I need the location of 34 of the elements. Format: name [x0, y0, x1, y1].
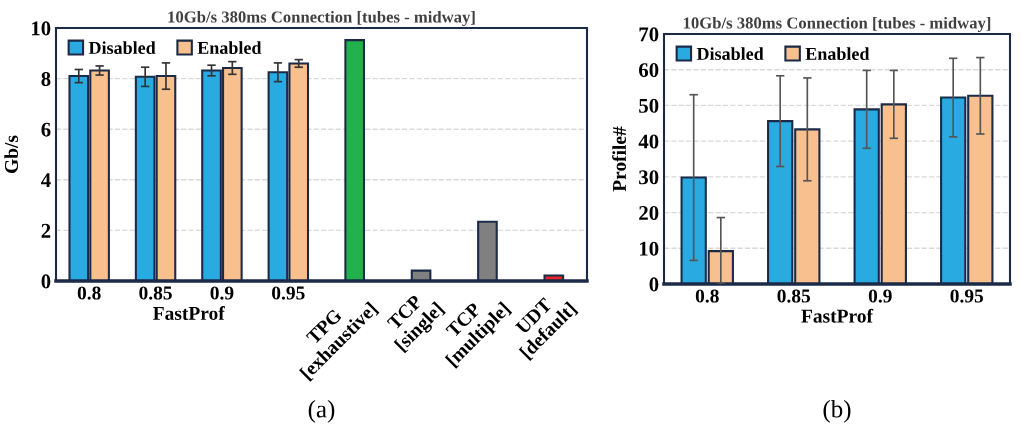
legend-label: Enabled [197, 41, 262, 54]
x-tick-label: 0.8 [77, 286, 101, 300]
chart-title: 10Gb/s 380ms Connection [tubes - midway] [168, 10, 475, 27]
chart-title: 10Gb/s 380ms Connection [tubes - midway] [683, 16, 991, 33]
x-axis-title: FastProf [153, 306, 225, 320]
y-tick-label: 40 [638, 134, 659, 149]
text: (a) [308, 400, 335, 423]
y-tick-label: 6 [41, 122, 51, 137]
legend-label: Disabled [696, 47, 764, 60]
text: (b) [823, 400, 851, 423]
x-tick-label: 0.9 [210, 286, 234, 300]
y-tick-label: 50 [639, 98, 659, 113]
x-tick-label: 0.9 [868, 289, 892, 303]
y-axis-title: Gb/s [4, 135, 19, 173]
y-tick-label: 2 [41, 223, 51, 238]
y-tick-label: 4 [41, 173, 51, 188]
y-tick-label: 0 [41, 274, 51, 289]
x-tick-label: 0.95 [950, 289, 984, 303]
y-tick-label: 20 [639, 205, 659, 220]
y-tick-label: 30 [639, 170, 659, 185]
y-tick-label: 60 [639, 63, 659, 78]
y-tick-label: 70 [639, 27, 659, 42]
x-tick-label: 0.95 [272, 286, 305, 300]
legend-label: Enabled [805, 47, 870, 60]
x-tick-label: 0.85 [139, 286, 172, 300]
x-axis-title: FastProf [801, 308, 874, 323]
legend-label: Disabled [88, 41, 156, 54]
y-axis-title: Profile# [612, 126, 627, 192]
y-tick-label: 0 [649, 277, 659, 292]
x-tick-label: 0.85 [777, 289, 811, 303]
y-tick-label: 8 [41, 71, 51, 87]
y-tick-label: 10 [31, 21, 51, 36]
x-tick-label: 0.8 [695, 289, 719, 303]
y-tick-label: 10 [639, 241, 659, 256]
